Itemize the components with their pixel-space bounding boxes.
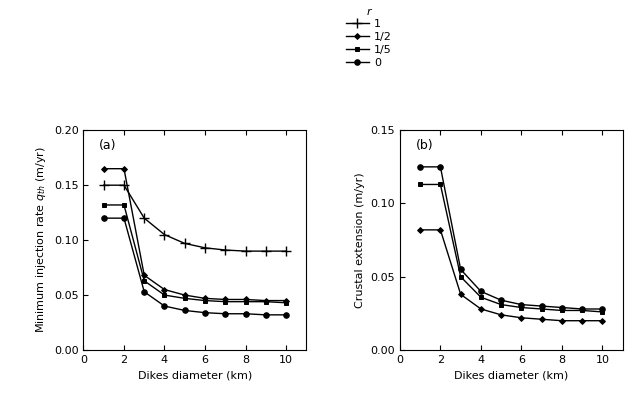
1/5 [241, 299, 249, 304]
1/5 [221, 299, 229, 304]
0 [181, 308, 189, 313]
Legend: 1, 1/2, 1/5, 0: 1, 1/2, 1/5, 0 [346, 6, 392, 68]
1/2 [262, 298, 270, 303]
Line: 1/2: 1/2 [101, 166, 288, 303]
1/2 [201, 296, 209, 301]
0 [201, 310, 209, 315]
1/5 [120, 203, 128, 208]
1/5 [262, 299, 270, 304]
1/2 [160, 287, 168, 292]
1/2 [282, 298, 290, 303]
1 [221, 247, 229, 252]
1 [241, 249, 249, 254]
1 [201, 245, 209, 250]
Text: (b): (b) [415, 139, 433, 152]
0 [141, 289, 148, 294]
1 [100, 183, 108, 188]
1/5 [160, 293, 168, 298]
0 [221, 311, 229, 316]
1/2 [241, 297, 249, 302]
1 [282, 249, 290, 254]
Line: 1: 1 [99, 180, 291, 256]
1 [262, 249, 270, 254]
0 [262, 313, 270, 317]
1 [141, 216, 148, 221]
0 [282, 313, 290, 317]
1/5 [282, 300, 290, 305]
1 [160, 232, 168, 237]
X-axis label: Dikes diameter (km): Dikes diameter (km) [454, 370, 568, 381]
0 [241, 311, 249, 316]
0 [100, 216, 108, 221]
1/2 [181, 293, 189, 298]
Y-axis label: Minimum injection rate $q_{th}$ (m/yr): Minimum injection rate $q_{th}$ (m/yr) [34, 147, 48, 333]
X-axis label: Dikes diameter (km): Dikes diameter (km) [138, 370, 252, 381]
1/5 [201, 298, 209, 303]
0 [120, 216, 128, 221]
1/5 [141, 278, 148, 283]
Line: 1/5: 1/5 [101, 203, 288, 305]
1/2 [221, 297, 229, 302]
1/2 [120, 166, 128, 171]
Text: (a): (a) [99, 139, 117, 152]
1/2 [141, 273, 148, 278]
1 [120, 183, 128, 188]
1/5 [100, 203, 108, 208]
Y-axis label: Crustal extension (m/yr): Crustal extension (m/yr) [355, 172, 365, 308]
1/5 [181, 296, 189, 301]
Line: 0: 0 [101, 215, 289, 317]
1 [181, 241, 189, 246]
1/2 [100, 166, 108, 171]
0 [160, 304, 168, 309]
